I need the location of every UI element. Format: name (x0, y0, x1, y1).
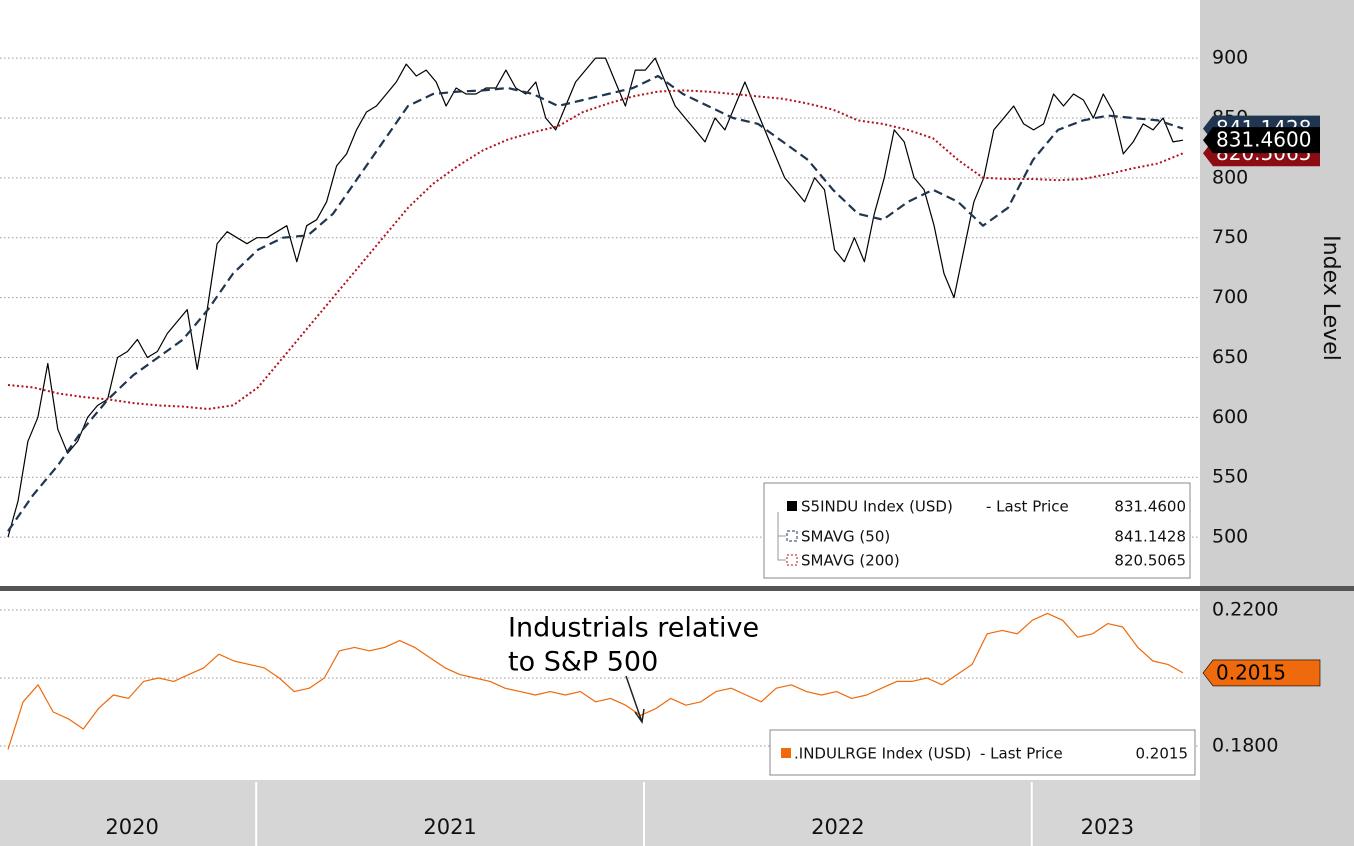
legend-swatch (787, 501, 797, 511)
legend-value: 831.4600 (1114, 498, 1186, 516)
legend-swatch (781, 748, 791, 758)
panel-separator (0, 586, 1354, 591)
x-tick-label: 2021 (423, 815, 476, 839)
legend-label: S5INDU Index (USD) (801, 498, 953, 516)
annotation: to S&P 500 (508, 647, 658, 678)
series-line (7, 89, 1184, 410)
x-tick-label: 2020 (105, 815, 158, 839)
y-tick-label: 550 (1212, 466, 1248, 488)
y-tick-label: 0.1800 (1212, 735, 1278, 757)
x-axis-panel (0, 780, 1200, 846)
legend-tree (777, 512, 786, 561)
y-tick-label: 800 (1212, 166, 1248, 188)
legend-box (769, 729, 1196, 776)
legend: .INDULRGE Index (USD) - Last Price 0.201… (769, 729, 1196, 776)
legend-box (763, 482, 1191, 579)
x-tick-label: 2022 (811, 815, 864, 839)
y-tick-label: 650 (1212, 346, 1248, 368)
y-tick-label: 600 (1212, 406, 1248, 428)
price-tag-label: 831.4600 (1216, 128, 1311, 152)
series-line (7, 57, 1184, 538)
annotation-arrow (625, 675, 645, 724)
series-line (7, 612, 1184, 750)
y-tick-label: 900 (1212, 47, 1248, 69)
legend-value: 820.5065 (1114, 552, 1186, 570)
legend: S5INDU Index (USD) - Last Price 831.4600… (763, 482, 1191, 579)
plots: 5005506006507007508008509000.18000.20000… (0, 47, 1278, 846)
series-line (7, 74, 1184, 532)
price-tag (1203, 127, 1320, 154)
y-tick-label: 0.2200 (1212, 599, 1278, 621)
legend-swatch (786, 530, 798, 542)
price-tag-label: 0.2015 (1216, 660, 1286, 684)
y-axis-label: Index Level (1318, 235, 1343, 361)
x-tick-label: 2023 (1081, 815, 1134, 839)
legend-label: .INDULRGE Index (USD) (794, 745, 971, 763)
price-tag (1202, 659, 1321, 687)
y-tick-label: 500 (1212, 526, 1248, 548)
annotation: Industrials relative (508, 613, 759, 644)
legend-value: 0.2015 (1136, 745, 1189, 763)
legend-value: 841.1428 (1114, 528, 1186, 546)
y-tick-label: 750 (1212, 226, 1248, 248)
y-tick-label: 700 (1212, 286, 1248, 308)
legend-label: - Last Price (980, 745, 1063, 763)
legend-label: SMAVG (200) (801, 552, 900, 570)
legend-swatch (786, 554, 798, 566)
legend-label: SMAVG (50) (801, 528, 890, 546)
legend-label: - Last Price (986, 498, 1069, 516)
